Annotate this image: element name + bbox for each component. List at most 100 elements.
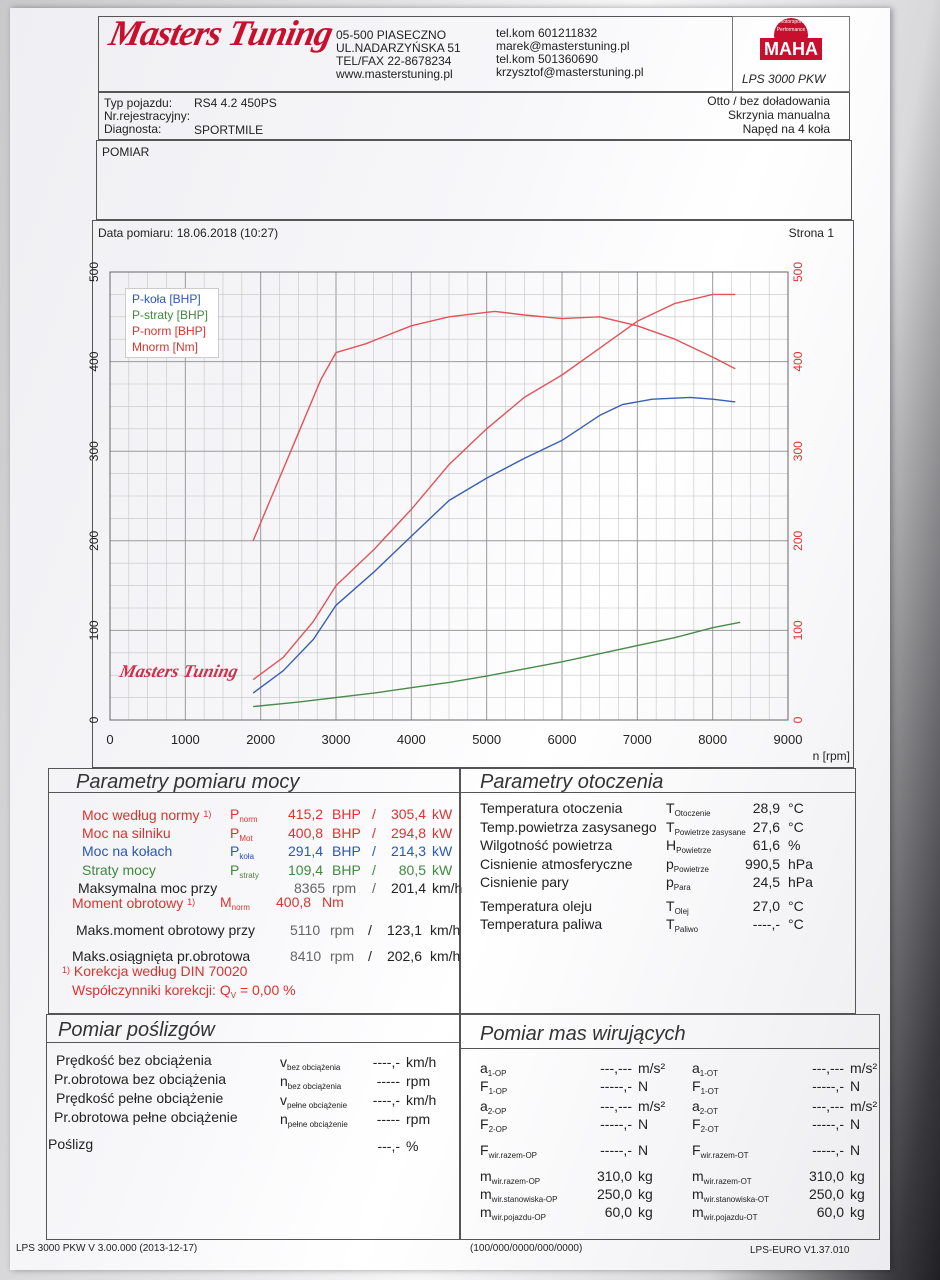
env-row-symbol-sub: Paliwo [674,925,699,934]
env-row-unit: % [788,837,801,853]
mass-title: Pomiar mas wirujących [480,1023,686,1045]
mass-row-value: ---,--- [600,1098,632,1114]
power-row-label: Maksymalna moc przy [78,880,217,896]
slip-row-label: Prędkość pełne obciążenie [56,1090,224,1106]
vehicle-type-label: Typ pojazdu: [104,96,173,110]
torque-mark: 1) [187,897,196,907]
mass-row-symbol: mwir.stanowiska-OT [692,1186,769,1208]
mass-row-symbol: mwir.stanowiska-OP [480,1186,557,1208]
mass-row-value: ---,--- [812,1060,844,1076]
mass-row-value: 250,0 [596,1186,632,1202]
env-row-symbol: pPowietrze [666,856,709,878]
mass-row-symbol: mwir.razem-OP [480,1168,540,1190]
power-row-value1: 291,4 [288,843,324,859]
mass-row-symbol: a2-OP [480,1098,506,1120]
slip-title: Pomiar poślizgów [58,1019,215,1041]
power-row-unit1: BHP [332,824,361,841]
power-row-label: Moc na kołach [82,843,172,859]
power-row-symbol: Pstraty [230,862,259,884]
env-row-symbol-sub: Powietrze [676,846,712,855]
mass-row-symbol: F2-OP [480,1116,507,1138]
footer-software-version: LPS 3000 PKW V 3.00.000 (2013-12-17) [16,1243,198,1254]
mass-row-unit: kg [638,1168,653,1184]
power-row-unit2: km/h [432,880,463,896]
chart-series [252,293,741,708]
mass-row-symbol: F1-OT [692,1078,719,1100]
y-left-tick-label: 200 [87,530,101,550]
power-row-label-text: Maksymalna moc przy [78,880,218,896]
mass-row-symbol-sym: m [480,1186,492,1202]
power-row-label: Moc na silniku [82,825,171,841]
device-model: LPS 3000 PKW [742,72,826,86]
mass-row-symbol-sub: wir.stanowiska-OP [491,1195,558,1204]
power-row-label-text: Moc na silniku [82,824,171,841]
torque-row-unit2: km/h [430,948,461,964]
power-row-value2: 80,5 [398,861,426,878]
env-row-label: Wilgotność powietrza [480,837,613,853]
torque-sym: M [220,894,232,910]
mass-row-symbol-sym: a [480,1098,488,1114]
mass-row-unit: kg [638,1186,653,1202]
mass-row-unit: m/s² [638,1060,666,1076]
power-row-value2: 294,8 [390,824,426,841]
contact-line: marek@masterstuning.pl [496,39,630,53]
mass-row-symbol-sym: m [692,1204,704,1220]
mass-row-symbol-sym: F [480,1078,489,1094]
power-row-sep: / [372,806,376,822]
y-left-tick-label: 100 [87,620,101,640]
env-row-value: 27,0 [752,898,780,914]
x-tick-label: 5000 [472,732,501,747]
legend-p-kola: P-koła [BHP] [132,292,201,306]
env-row-value: 24,5 [752,874,780,890]
mass-row-symbol-sym: m [480,1168,492,1184]
mass-row-unit: N [850,1116,861,1132]
slip-row-symbol: vpełne obciążenie [280,1092,347,1114]
legend-p-norm: P-norm [BHP] [132,324,207,338]
env-row-unit: hPa [788,874,813,890]
power-row-value2: 305,4 [390,806,426,822]
maha-seal-icon: Motorsport Performance [774,18,808,40]
power-row-symbol-sym: P [230,843,240,859]
chart-axes: 0 1000 2000 3000 4000 5000 6000 7000 8000 9000010… [87,262,850,763]
slip-row-symbol-sym: n [280,1111,288,1127]
slip-row-value: ----- [376,1111,400,1127]
torque-symbol: Mnorm [220,894,250,916]
slip-row-symbol-sym: v [280,1054,287,1070]
power-row-value2: 201,4 [390,880,426,896]
env-row-unit: °C [788,916,804,932]
slip-row-symbol-sym: v [280,1092,287,1108]
env-row-symbol-sub: Powietrze zasysane [674,827,746,837]
registration-label: Nr.rejestracyjny: [104,109,191,123]
env-row-label: Temperatura paliwa [480,916,603,932]
x-tick-label: 7000 [623,732,652,747]
mass-row-value: 310,0 [596,1168,632,1184]
plot-border [109,271,789,721]
y-right-tick-label: 100 [791,620,805,640]
mass-row-symbol-sym: F [692,1116,701,1132]
power-row-symbol: PMot [230,825,253,847]
env-row-symbol-sym: T [666,800,675,816]
env-params-frame [460,768,856,1014]
x-axis-label: n [rpm] [813,749,850,763]
mass-row-value: -----,- [600,1142,632,1158]
slip-frame [46,1014,460,1240]
power-params-divider [48,792,460,793]
mass-row-unit: kg [850,1204,865,1220]
mass-row-symbol-sym: F [480,1142,489,1158]
address-line: www.masterstuning.pl [336,67,453,81]
env-row-value: ----,- [752,916,780,932]
power-row-symbol-sym: P [230,806,240,822]
maha-seal-text: Motorsport Performance [776,19,806,33]
mass-row-unit: N [850,1078,861,1094]
power-row-value1: 8365 [294,880,326,896]
mass-row-symbol: mwir.pojazdu-OP [480,1204,546,1226]
y-left-tick-label: 400 [87,351,101,371]
power-row-mark: 1) [203,809,212,819]
pomiar-frame [96,140,852,220]
slip-row-symbol-sub: pełne obciążenie [287,1101,348,1110]
mass-row-unit: kg [850,1186,865,1202]
slip-row-unit: % [406,1138,419,1154]
footer-euro-version: LPS-EURO V1.37.010 [750,1245,850,1256]
mass-row-symbol-sub: 1-OT [699,1069,719,1078]
address-line: 05-500 PIASECZNO [336,28,447,42]
